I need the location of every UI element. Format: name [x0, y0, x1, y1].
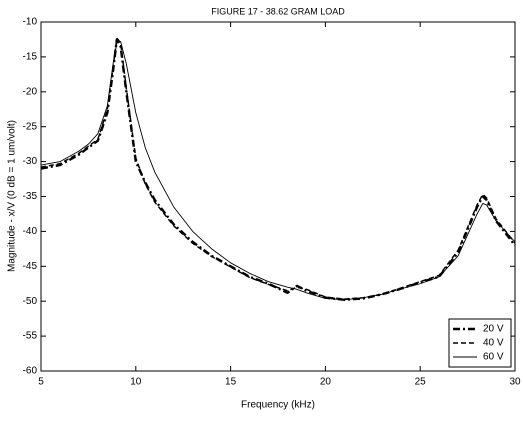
- y-tick-label: -10: [23, 17, 38, 28]
- x-tick-label: 10: [130, 377, 142, 388]
- y-tick-label: -60: [23, 366, 38, 377]
- y-tick-label: -55: [23, 331, 38, 342]
- plot-area: [40, 21, 516, 372]
- x-tick-label: 15: [225, 377, 237, 388]
- series-line: [40, 37, 516, 300]
- series-line: [40, 41, 516, 301]
- x-tick-label: 20: [320, 377, 332, 388]
- y-tick-label: -35: [23, 191, 38, 202]
- y-tick-label: -50: [23, 296, 38, 307]
- y-tick-label: -30: [23, 156, 38, 167]
- x-tick-label: 30: [509, 377, 521, 388]
- x-tick-label: 5: [38, 377, 44, 388]
- legend-label: 40 V: [483, 338, 504, 349]
- y-tick-label: -20: [23, 86, 38, 97]
- x-axis-label: Frequency (kHz): [241, 400, 315, 411]
- chart-title: FIGURE 17 - 38.62 GRAM LOAD: [211, 6, 345, 16]
- y-tick-label: -45: [23, 261, 38, 272]
- y-tick-label: -40: [23, 226, 38, 237]
- x-tick-label: 25: [415, 377, 427, 388]
- y-tick-label: -15: [23, 52, 38, 63]
- legend-label: 60 V: [483, 352, 504, 363]
- legend-label: 20 V: [483, 324, 504, 335]
- legend-box: [448, 318, 512, 368]
- y-tick-label: -25: [23, 121, 38, 132]
- y-axis-label: Magnitude - x/V (0 dB = 1 um/volt): [7, 120, 18, 272]
- legend: 20 V 40 V 60 V: [448, 318, 512, 368]
